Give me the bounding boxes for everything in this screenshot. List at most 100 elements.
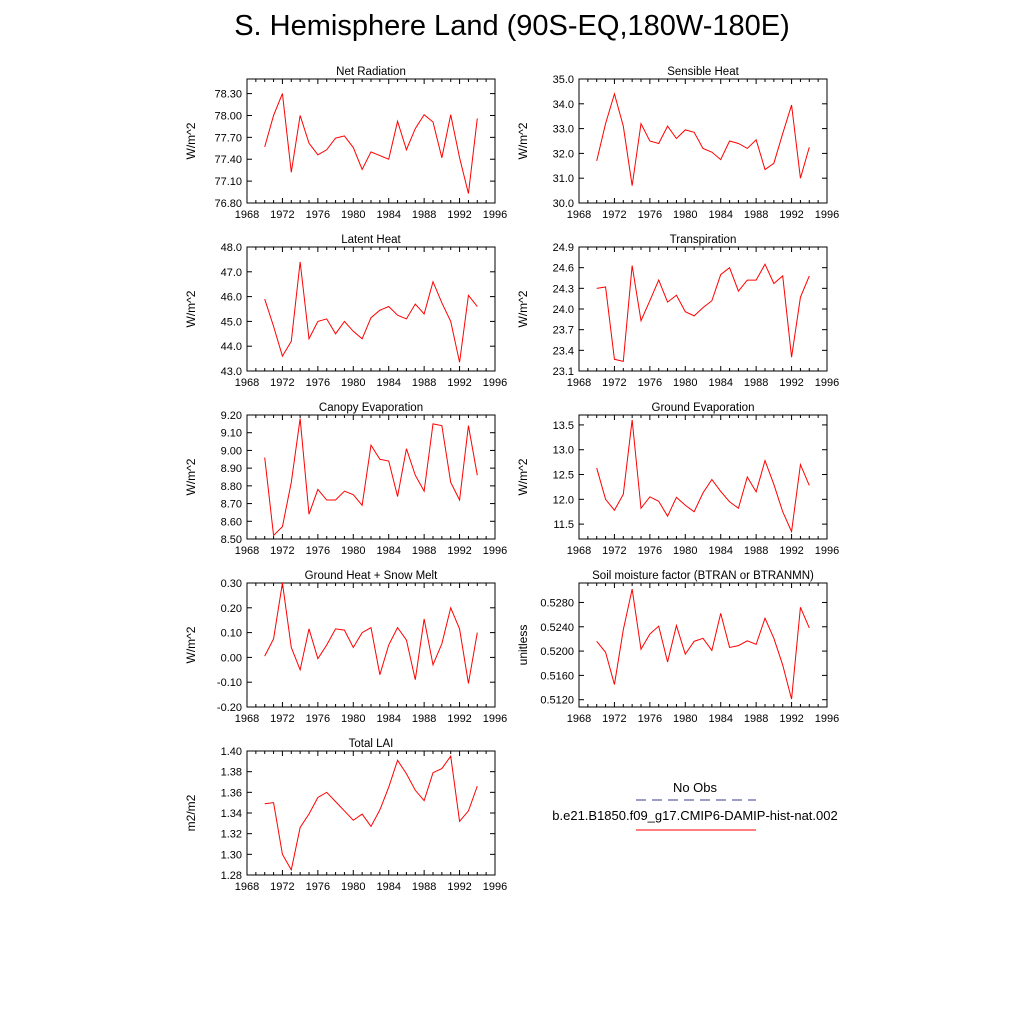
x-tick-label: 1976 — [306, 713, 330, 725]
x-tick-label: 1980 — [673, 713, 697, 725]
chart-canopy-evaporation: 1968 1972 1976 1980 1984 1988 1992 1996 8.50 8.60… — [184, 402, 507, 557]
x-tick-label: 1984 — [376, 209, 400, 221]
y-tick-label: 77.70 — [214, 132, 242, 144]
y-axis-label: W/m^2 — [184, 290, 198, 327]
x-tick-label: 1988 — [744, 545, 768, 557]
y-tick-label: 77.10 — [214, 176, 242, 188]
x-tick-label: 1992 — [447, 545, 471, 557]
y-tick-label: 76.80 — [214, 198, 242, 210]
x-tick-label: 1988 — [412, 713, 436, 725]
x-tick-label: 1984 — [708, 713, 732, 725]
x-tick-label: 1968 — [235, 713, 259, 725]
x-tick-label: 1984 — [708, 209, 732, 221]
x-tick-label: 1976 — [638, 377, 662, 389]
x-tick-label: 1980 — [341, 881, 365, 893]
y-tick-label: 24.9 — [553, 242, 574, 254]
x-tick-label: 1992 — [779, 545, 803, 557]
y-tick-label: 24.6 — [553, 263, 574, 275]
y-axis-label: W/m^2 — [184, 626, 198, 663]
y-axis-label: W/m^2 — [184, 122, 198, 159]
y-tick-label: 0.5160 — [540, 670, 574, 682]
chart-title: Net Radiation — [336, 66, 406, 78]
x-tick-label: 1972 — [602, 713, 626, 725]
y-tick-label: 8.70 — [221, 499, 242, 511]
x-tick-label: 1976 — [638, 545, 662, 557]
x-tick-label: 1996 — [483, 377, 507, 389]
y-tick-label: 45.0 — [221, 316, 242, 328]
y-tick-label: 13.0 — [553, 445, 574, 457]
chart-transpiration: 1968 1972 1976 1980 1984 1988 1992 1996 23.1 23.4… — [516, 234, 839, 389]
x-tick-label: 1996 — [483, 545, 507, 557]
y-tick-label: 13.5 — [553, 420, 574, 432]
x-tick-label: 1972 — [270, 377, 294, 389]
x-tick-label: 1976 — [306, 545, 330, 557]
chart-title: Transpiration — [670, 234, 737, 246]
plot-frame — [578, 246, 828, 372]
x-tick-label: 1992 — [779, 713, 803, 725]
y-tick-label: 44.0 — [221, 341, 242, 353]
chart-title: Total LAI — [349, 738, 394, 750]
x-tick-label: 1992 — [447, 209, 471, 221]
y-tick-label: 8.60 — [221, 516, 242, 528]
y-tick-label: 0.10 — [221, 628, 242, 640]
y-tick-label: 30.0 — [553, 198, 574, 210]
series-line — [264, 754, 478, 872]
chart-title: Soil moisture factor (BTRAN or BTRANMN) — [592, 570, 814, 582]
y-tick-label: 34.0 — [553, 99, 574, 111]
y-axis-label: W/m^2 — [184, 458, 198, 495]
x-tick-label: 1976 — [638, 713, 662, 725]
y-tick-label: 23.7 — [553, 325, 574, 337]
y-tick-label: 78.30 — [214, 89, 242, 101]
x-tick-label: 1972 — [270, 545, 294, 557]
y-tick-label: 47.0 — [221, 267, 242, 279]
y-tick-label: 0.5280 — [540, 597, 574, 609]
y-tick-label: 31.0 — [553, 173, 574, 185]
x-tick-label: 1980 — [673, 209, 697, 221]
y-tick-label: 24.3 — [553, 283, 574, 295]
y-axis-label: W/m^2 — [516, 122, 530, 159]
chart-ground-heat-snow-melt: 1968 1972 1976 1980 1984 1988 1992 1996 -0.20 -0.… — [184, 570, 507, 725]
x-tick-label: 1988 — [744, 377, 768, 389]
y-tick-label: 23.1 — [553, 366, 574, 378]
plot-frame — [246, 750, 496, 876]
y-tick-label: 0.00 — [221, 652, 242, 664]
plot-frame — [246, 582, 496, 708]
x-tick-label: 1988 — [412, 545, 436, 557]
x-tick-label: 1972 — [270, 881, 294, 893]
x-tick-label: 1996 — [815, 713, 839, 725]
x-tick-label: 1984 — [376, 713, 400, 725]
y-tick-label: 9.10 — [221, 428, 242, 440]
y-tick-label: 8.50 — [221, 534, 242, 546]
y-tick-label: 0.30 — [221, 578, 242, 590]
y-tick-label: 46.0 — [221, 292, 242, 304]
y-tick-label: 1.32 — [221, 829, 242, 841]
x-tick-label: 1972 — [270, 713, 294, 725]
plot-frame — [578, 582, 828, 708]
x-tick-label: 1988 — [412, 377, 436, 389]
x-tick-label: 1980 — [341, 377, 365, 389]
x-tick-label: 1972 — [602, 545, 626, 557]
y-tick-label: 1.34 — [221, 808, 242, 820]
x-tick-label: 1972 — [602, 209, 626, 221]
y-tick-label: 33.0 — [553, 124, 574, 136]
chart-title: Ground Heat + Snow Melt — [305, 570, 438, 582]
x-tick-label: 1984 — [376, 377, 400, 389]
y-tick-label: 1.40 — [221, 746, 242, 758]
y-tick-label: 9.20 — [221, 410, 242, 422]
x-tick-label: 1968 — [235, 377, 259, 389]
y-tick-label: 32.0 — [553, 148, 574, 160]
x-tick-label: 1984 — [708, 545, 732, 557]
y-tick-label: 1.28 — [221, 870, 242, 882]
y-tick-label: 77.40 — [214, 154, 242, 166]
series-line — [264, 582, 478, 684]
x-tick-label: 1968 — [567, 209, 591, 221]
y-tick-label: -0.10 — [217, 677, 242, 689]
legend-label-no-obs: No Obs — [672, 780, 718, 795]
y-tick-label: 0.20 — [221, 603, 242, 615]
x-tick-label: 1996 — [815, 377, 839, 389]
y-tick-label: 48.0 — [221, 242, 242, 254]
y-tick-label: 78.00 — [214, 110, 242, 122]
x-tick-label: 1980 — [341, 545, 365, 557]
y-tick-label: 12.0 — [553, 494, 574, 506]
x-tick-label: 1972 — [270, 209, 294, 221]
